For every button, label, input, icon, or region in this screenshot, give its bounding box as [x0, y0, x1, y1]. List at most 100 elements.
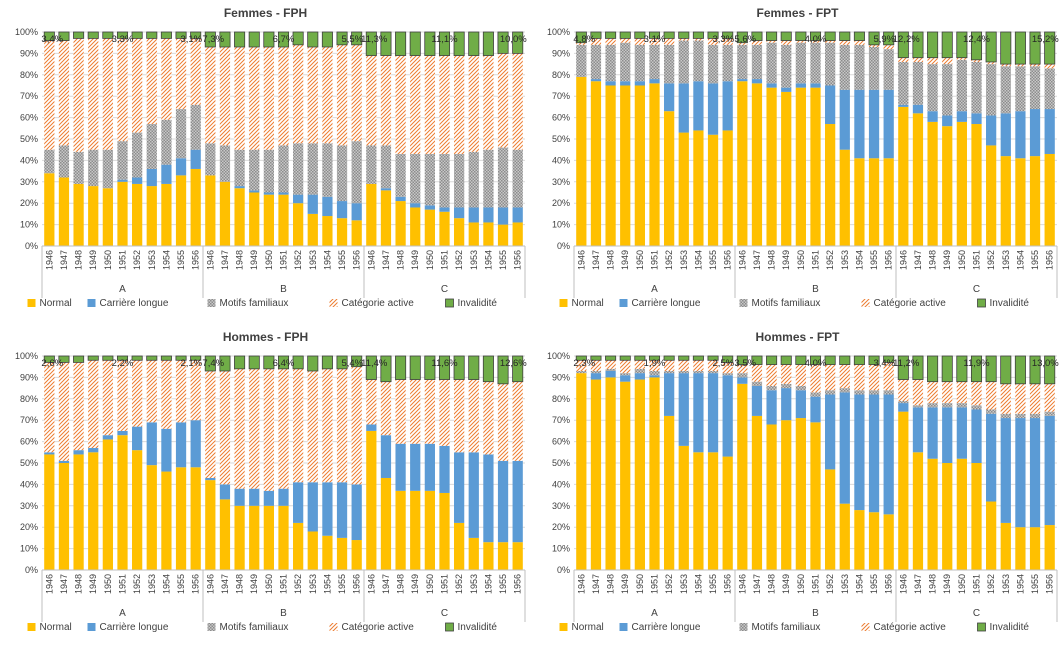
- bar-segment-invalidite: [795, 31, 807, 41]
- bar-segment-invalidite: [87, 355, 99, 361]
- bar-segment-motifs: [781, 383, 792, 389]
- bar-segment-active: [1015, 383, 1026, 414]
- bar-segment-invalidite: [292, 355, 304, 370]
- bar-segment-carriere: [986, 413, 997, 502]
- x-tick-label: 1948: [396, 574, 406, 594]
- bars: [575, 31, 1056, 247]
- legend-item-motifs: Motifs familiaux: [739, 622, 820, 633]
- bar-segment-carriere: [751, 79, 763, 84]
- group-label: C: [441, 284, 448, 295]
- legend-label: Catégorie active: [874, 298, 947, 309]
- bar-segment-invalidite: [736, 31, 748, 44]
- y-tick-label: 40%: [552, 155, 570, 165]
- bar-segment-invalidite: [219, 31, 231, 48]
- bar-segment-normal: [971, 463, 982, 570]
- bar-segment-normal: [395, 490, 406, 570]
- bar-segment-normal: [620, 85, 631, 246]
- y-tick-label: 80%: [552, 70, 570, 80]
- x-tick-label: 1950: [796, 574, 806, 594]
- invalidity-annotation: 3,5%: [734, 358, 756, 369]
- bar-segment-normal: [898, 106, 909, 247]
- x-tick-label: 1951: [972, 574, 982, 594]
- legend-label: Motifs familiaux: [752, 298, 821, 309]
- group-label: B: [812, 284, 819, 295]
- bar-segment-invalidite: [663, 355, 675, 361]
- legend-item-active: Catégorie active: [861, 622, 947, 633]
- bar-segment-invalidite: [73, 355, 85, 363]
- invalidity-annotation: 3,1%: [644, 34, 666, 45]
- invalidity-annotation: 1,9%: [644, 358, 666, 369]
- bar-segment-invalidite: [868, 31, 880, 46]
- bar-segment-carriere: [620, 81, 631, 86]
- bar-segment-active: [322, 46, 333, 144]
- bar-segment-active: [410, 379, 421, 444]
- x-tick-label: 1948: [928, 250, 938, 270]
- bar-segment-normal: [634, 85, 645, 246]
- invalidity-annotation: 12,2%: [893, 34, 920, 45]
- invalidity-annotation: 7,3%: [202, 34, 224, 45]
- x-tick-label: 1955: [176, 574, 186, 594]
- bar-segment-carriere: [825, 394, 836, 470]
- chart-title: Femmes - FPT: [756, 6, 839, 20]
- bar-segment-active: [605, 38, 616, 45]
- bar-segment-carriere: [395, 443, 406, 491]
- bar-segment-active: [707, 360, 719, 371]
- bar-segment-carriere: [146, 168, 157, 187]
- bar-segment-invalidite: [648, 31, 661, 39]
- x-tick-label: 1951: [650, 574, 660, 594]
- bar-segment-motifs: [102, 149, 113, 189]
- bar-segment-active: [44, 362, 55, 453]
- x-tick-label: 1956: [884, 250, 894, 270]
- chart-femmes-fpt: Femmes - FPT 0% 10% 20% 30% 40% 50% 60% 70% 80% 90…: [547, 6, 1059, 309]
- bar-segment-normal: [912, 452, 924, 570]
- bar-segment-invalidite: [853, 31, 865, 41]
- bar-segment-motifs: [634, 368, 645, 374]
- x-tick-label: 1950: [103, 574, 113, 594]
- bar-segment-invalidite: [292, 31, 304, 46]
- bar-segment-motifs: [927, 403, 938, 408]
- invalidity-annotation: 2,1%: [180, 358, 202, 369]
- group-label: B: [280, 608, 287, 619]
- legend-swatch: [619, 299, 628, 307]
- bar-segment-invalidite: [1014, 355, 1026, 385]
- bar-segment-motifs: [161, 119, 172, 165]
- bar-segment-active: [263, 368, 274, 491]
- bar-segment-normal: [322, 535, 333, 570]
- bar-segment-normal: [234, 188, 245, 246]
- bar-segment-invalidite: [941, 31, 953, 59]
- bar-segment-active: [88, 38, 99, 150]
- bar-segment-invalidite: [87, 31, 99, 39]
- bar-segment-carriere: [898, 403, 909, 412]
- bar-segment-invalidite: [575, 355, 587, 361]
- bar-segment-invalidite: [780, 31, 792, 41]
- bar-segment-invalidite: [619, 31, 631, 39]
- y-tick-label: 50%: [552, 458, 570, 468]
- bar-segment-invalidite: [839, 355, 851, 365]
- legend-label: Catégorie active: [874, 622, 947, 633]
- bar-segment-normal: [737, 383, 748, 570]
- bar-segment-active: [175, 360, 187, 423]
- invalidity-annotation: 5,9%: [873, 34, 895, 45]
- bar-segment-carriere: [1000, 418, 1011, 523]
- y-tick-label: 60%: [20, 437, 38, 447]
- x-tick-label: 1952: [132, 574, 142, 594]
- y-tick-label: 0%: [25, 565, 38, 575]
- bar-segment-invalidite: [277, 31, 290, 48]
- bar-segment-carriere: [810, 396, 821, 423]
- bar-segment-normal: [737, 81, 748, 246]
- bar-segment-motifs: [707, 44, 719, 84]
- bar-segment-normal: [854, 158, 865, 246]
- bar-segment-normal: [766, 424, 777, 570]
- bar-segment-invalidite: [190, 355, 202, 361]
- bar-segment-active: [205, 46, 216, 144]
- group-label: C: [973, 608, 980, 619]
- bar-segment-active: [649, 360, 660, 371]
- legend-swatch: [207, 623, 216, 631]
- legend-label: Catégorie active: [342, 622, 415, 633]
- bar-segment-active: [483, 55, 494, 150]
- bar-segment-normal: [795, 418, 806, 570]
- bar-segment-normal: [190, 168, 201, 246]
- legend-label: Carrière longue: [632, 622, 701, 633]
- bar-segment-active: [722, 362, 733, 374]
- bar-segment-active: [88, 360, 99, 449]
